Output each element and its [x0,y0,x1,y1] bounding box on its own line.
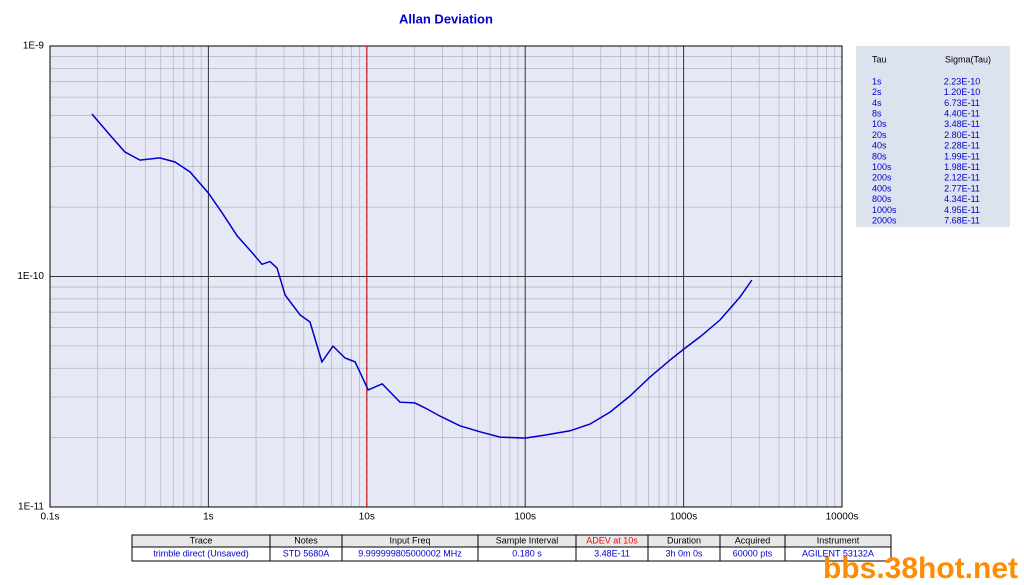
chart-title: Allan Deviation [399,11,493,26]
info-cell: AGILENT 53132A [802,548,874,558]
side-table-bg [856,46,1010,227]
sigma-cell: 1.20E-10 [944,87,981,97]
plot-border [49,45,843,508]
x-tick-label: 0.1s [41,512,60,523]
x-tick-label: 1000s [670,512,697,523]
sigma-cell: 4.95E-11 [944,205,980,215]
x-tick-label: 1s [203,512,214,523]
info-header: Notes [294,535,318,545]
info-header: Acquired [735,535,771,545]
sigma-cell: 2.28E-11 [944,141,980,151]
tau-cell: 80s [872,151,887,161]
tau-cell: 800s [872,194,892,204]
tau-cell: 200s [872,173,892,183]
data-line [91,113,753,439]
table-header: Sigma(Tau) [945,54,991,64]
sigma-cell: 2.23E-10 [944,76,981,86]
info-header: Trace [190,535,213,545]
info-header: Instrument [817,535,860,545]
info-cell: 3h 0m 0s [665,548,703,558]
sigma-cell: 1.98E-11 [944,162,980,172]
sigma-cell: 3.48E-11 [944,119,980,129]
info-header: Sample Interval [496,535,559,545]
info-row-bg [131,546,892,562]
info-cell: 3.48E-11 [594,548,630,558]
tau-cell: 1s [872,76,882,86]
tau-cell: 8s [872,108,882,118]
sigma-cell: 4.40E-11 [944,108,980,118]
sigma-cell: 1.99E-11 [944,151,980,161]
info-cell: 9.999999805000002 MHz [358,548,462,558]
tau-cell: 1000s [872,205,897,215]
y-tick-label: 1E-10 [17,271,44,282]
info-cell: 0.180 s [512,548,542,558]
tau-cell: 20s [872,130,887,140]
tau-cell: 100s [872,162,892,172]
info-header: ADEV at 10s [586,535,638,545]
sigma-cell: 4.34E-11 [944,194,980,204]
tau-cell: 10s [872,119,887,129]
sigma-cell: 7.68E-11 [944,215,980,225]
info-header: Duration [667,535,701,545]
tau-cell: 4s [872,98,882,108]
tau-cell: 40s [872,141,887,151]
x-tick-label: 100s [514,512,536,523]
tau-cell: 2000s [872,215,897,225]
x-tick-label: 10000s [826,512,859,523]
watermark: bbs.38hot.net [823,552,1018,585]
tau-cell: 2s [872,87,882,97]
tau-cell: 400s [872,183,892,193]
info-header: Input Freq [389,535,430,545]
table-header: Tau [872,54,887,64]
sigma-cell: 2.80E-11 [944,130,980,140]
x-tick-label: 10s [359,512,375,523]
info-cell: 60000 pts [733,548,773,558]
info-cell: STD 5680A [283,548,330,558]
sigma-cell: 6.73E-11 [944,98,980,108]
info-cell: trimble direct (Unsaved) [153,548,249,558]
y-tick-label: 1E-9 [23,41,45,52]
sigma-cell: 2.12E-11 [944,173,980,183]
y-tick-label: 1E-11 [18,502,44,513]
sigma-cell: 2.77E-11 [944,183,980,193]
